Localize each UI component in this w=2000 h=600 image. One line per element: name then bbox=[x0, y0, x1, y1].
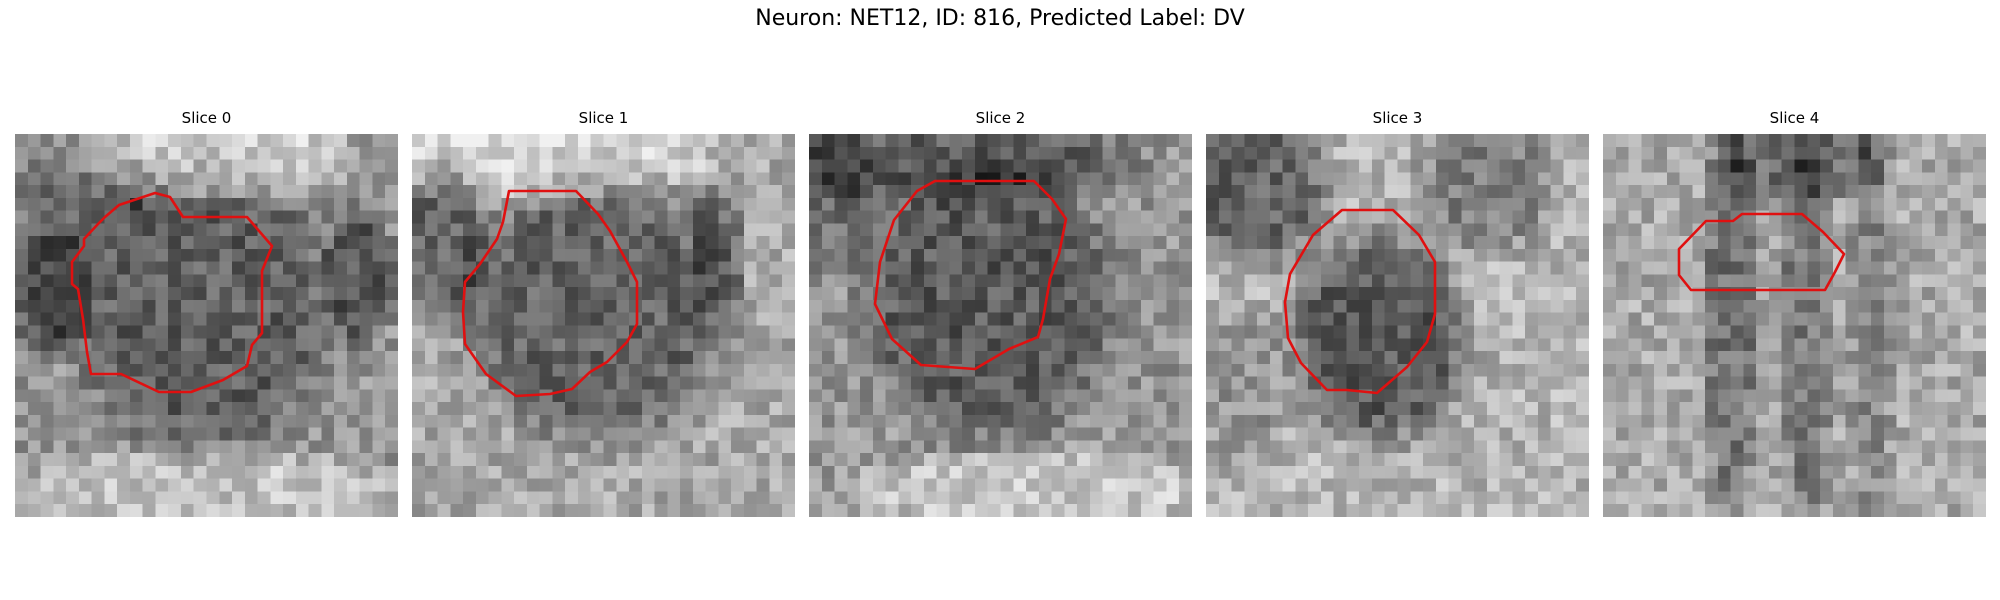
slice-image-4 bbox=[1603, 134, 1986, 517]
roi-contour bbox=[1677, 212, 1846, 292]
roi-contour bbox=[461, 189, 639, 398]
roi-contour bbox=[1283, 208, 1437, 395]
pixel-grid bbox=[1603, 134, 1986, 517]
slice-title: Slice 4 bbox=[1769, 109, 1820, 127]
figure-title: Neuron: NET12, ID: 816, Predicted Label:… bbox=[755, 6, 1245, 31]
slice-panel-1: Slice 1 bbox=[412, 108, 795, 517]
slice-image-0 bbox=[15, 134, 398, 517]
slice-image-1 bbox=[412, 134, 795, 517]
pixel-grid bbox=[809, 134, 1192, 517]
slice-panel-3: Slice 3 bbox=[1206, 108, 1589, 517]
slice-panel-4: Slice 4 bbox=[1603, 108, 1986, 517]
pixel-grid bbox=[1206, 134, 1589, 517]
roi-contour bbox=[873, 179, 1068, 371]
slice-panel-2: Slice 2 bbox=[809, 108, 1192, 517]
pixel-grid bbox=[412, 134, 795, 517]
pixel-grid bbox=[15, 134, 398, 517]
roi-contour bbox=[70, 191, 274, 394]
slice-title: Slice 3 bbox=[1372, 109, 1423, 127]
slice-image-2 bbox=[809, 134, 1192, 517]
slice-title: Slice 0 bbox=[181, 109, 232, 127]
slice-title: Slice 2 bbox=[975, 109, 1026, 127]
slice-image-3 bbox=[1206, 134, 1589, 517]
slice-panel-0: Slice 0 bbox=[15, 108, 398, 517]
slice-title: Slice 1 bbox=[578, 109, 629, 127]
